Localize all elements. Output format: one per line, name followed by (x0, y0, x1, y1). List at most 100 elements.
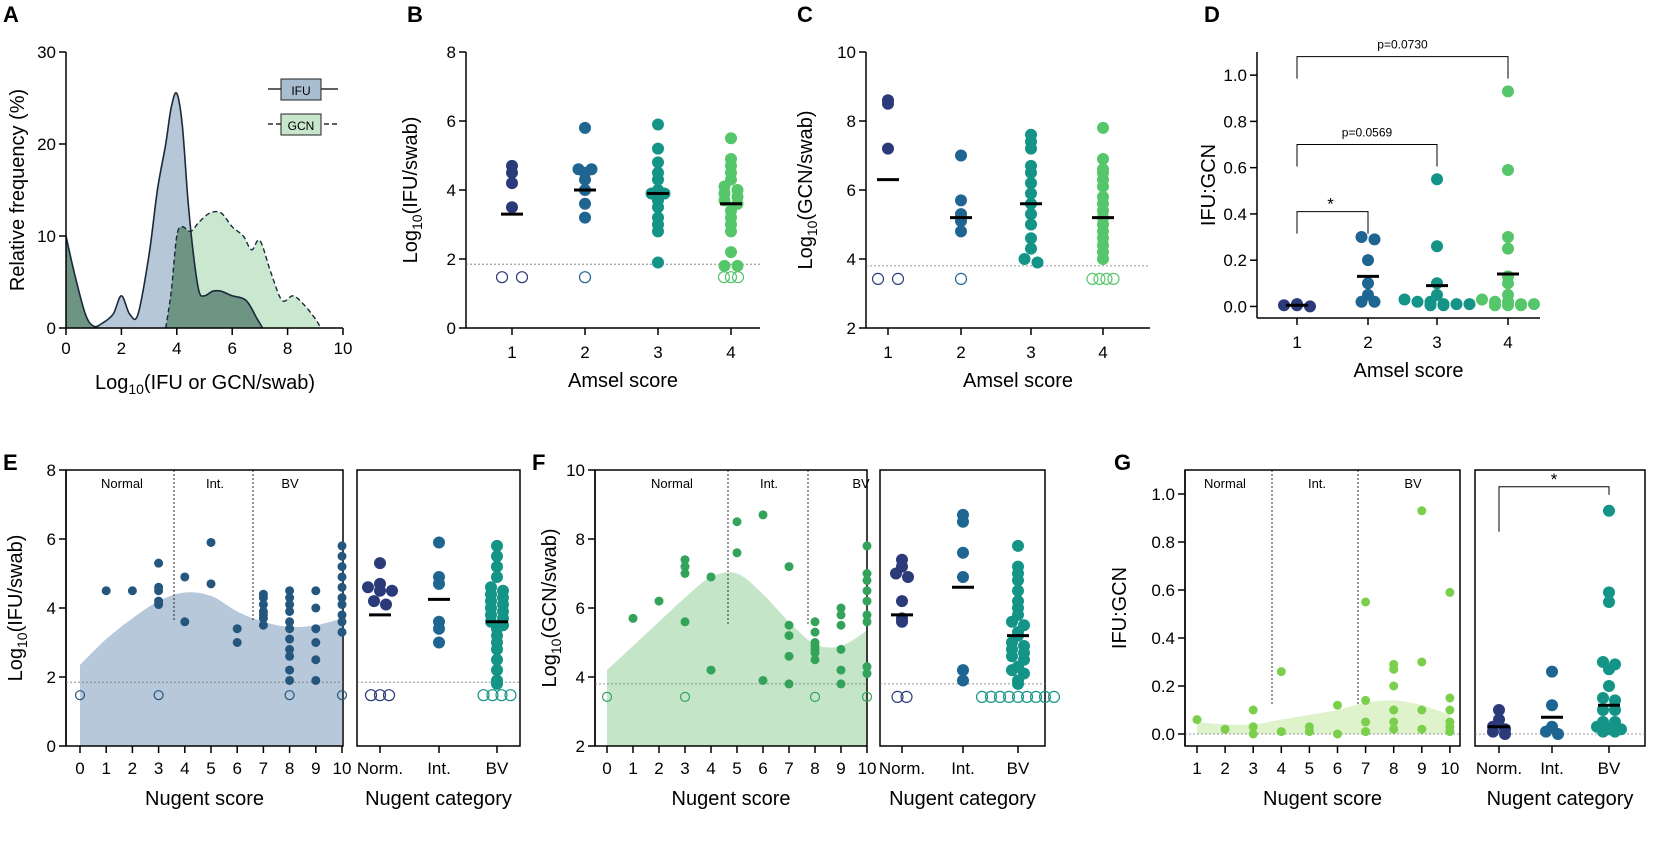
panel-E-region-label: Int. (206, 476, 224, 491)
panel-G-category-point (1609, 694, 1621, 707)
panel-D-label: D (1204, 2, 1220, 27)
panel-B-x-tick-label: 1 (507, 343, 516, 362)
panel-E-score-point (180, 572, 190, 582)
panel-E-category-point (491, 653, 503, 666)
panel-E-score-point (311, 586, 321, 596)
panel-E-x-tick-label: 0 (75, 759, 84, 778)
panel-E-score-point (337, 541, 347, 551)
panel-F-below-lod-point (679, 691, 691, 703)
panel-E-category-tick-label: Norm. (357, 759, 403, 778)
panel-E-score-point (311, 603, 321, 613)
panel-G-category-point (1540, 725, 1552, 738)
panel-G-category-point (1609, 704, 1621, 716)
panel-F-category-tick-label: BV (1007, 759, 1030, 778)
panel-C-y-tick-label: 8 (847, 112, 856, 131)
panel-E-category-point (491, 643, 503, 656)
panel-F-score-point (862, 596, 872, 606)
panel-E-score-point (285, 593, 295, 603)
panel-D-significance-label: p=0.0730 (1377, 38, 1428, 52)
panel-A-legend-ifu-label: IFU (291, 84, 310, 98)
panel-G-score-point (1333, 729, 1342, 739)
panel-G-significance-bracket (1498, 486, 1610, 532)
panel-D-point (1476, 293, 1488, 306)
panel-B-x-tick-label: 3 (653, 343, 662, 362)
panel-G-score-point (1248, 705, 1258, 715)
panel-E-score-point (127, 586, 137, 596)
panel-F-category-point (1006, 615, 1018, 628)
panel-C-below-lod-point (1107, 272, 1120, 285)
panel-F-score-point (680, 555, 690, 565)
panel-F-score-point (810, 648, 820, 658)
panel-G-category-point (1603, 663, 1615, 676)
panel-B-point (506, 201, 518, 214)
panel-F-score-point (784, 562, 794, 572)
panel-G-category-point (1552, 728, 1564, 740)
panel-G-score-point (1361, 717, 1371, 727)
panel-A-x-label: Log10(IFU or GCN/swab) (95, 372, 315, 397)
panel-F-score-point (862, 617, 872, 627)
panel-F-x-label-category: Nugent category (889, 788, 1036, 810)
panel-G-category-tick-label: Int. (1540, 759, 1564, 778)
panel-F-score-point (654, 596, 664, 606)
panel-C-point (882, 97, 894, 110)
panel-E-score-point (337, 593, 347, 603)
panel-E-below-lod-point (336, 690, 348, 701)
panel-E-x-tick-label: 10 (333, 759, 352, 778)
panel-F-density-area (607, 572, 867, 746)
panel-C-y-tick-label: 2 (847, 319, 856, 338)
panel-B-label: B (407, 2, 423, 27)
panel-E-score-point (337, 551, 347, 561)
panel-B-y-tick-label: 8 (447, 43, 456, 62)
panel-C-x-label: Amsel score (963, 370, 1073, 392)
panel-E-category-below-lod-point (486, 689, 499, 702)
panel-F-x-tick-label: 4 (706, 759, 715, 778)
panel-E-score-point (285, 665, 295, 675)
panel-C-point (1025, 232, 1037, 245)
panel-D-x-tick-label: 4 (1503, 333, 1512, 352)
panel-B-point (652, 118, 664, 131)
panel-F-x-tick-label: 1 (628, 759, 637, 778)
panel-E-category-point (368, 595, 380, 608)
panel-E-score-point (285, 600, 295, 610)
panel-G-x-tick-label: 3 (1248, 759, 1257, 778)
panel-E-score-point (258, 620, 268, 630)
panel-D-point (1528, 298, 1540, 311)
panel-E-score-point (311, 624, 321, 634)
panel-F-category-point (1006, 664, 1018, 677)
panel-F-category-below-lod-point (1038, 690, 1052, 704)
panel-E-category-below-lod-point (364, 689, 378, 702)
panel-F-category-point (1012, 677, 1024, 690)
panel-C-point (1025, 177, 1037, 190)
panel-E-x-tick-label: 2 (128, 759, 137, 778)
panel-G-category-point (1597, 704, 1609, 716)
panel-G-label: G (1114, 450, 1131, 475)
panel-G-score-point (1276, 727, 1286, 737)
panel-C-point (1031, 256, 1044, 269)
panel-G-score-point (1417, 705, 1427, 715)
panel-F-score-point (810, 627, 820, 637)
panel-E-category-point (433, 536, 445, 549)
panel-G-x-tick-label: 1 (1192, 759, 1201, 778)
panel-B-point (579, 121, 591, 134)
panel-E-score-point (285, 634, 295, 644)
panel-D-y-tick-label: 0.8 (1223, 112, 1247, 131)
panel-B-point (579, 173, 591, 186)
panel-D-y-tick-label: 0.0 (1223, 297, 1247, 316)
panel-G-category-tick-label: BV (1598, 759, 1621, 778)
panel-A-label: A (3, 2, 19, 27)
panel-C-point (1025, 187, 1037, 200)
panel-D-point (1502, 242, 1514, 255)
panel-E-score-point (206, 537, 216, 547)
panel-G-category-point (1493, 704, 1505, 716)
panel-F-score-point (784, 631, 794, 641)
panel-E-category-point (491, 570, 503, 583)
panel-F-score-point (784, 620, 794, 630)
panel-D-point (1355, 231, 1368, 244)
panel-G-x-tick-label: 7 (1361, 759, 1370, 778)
panel-G-x-tick-label: 9 (1417, 759, 1426, 778)
panel-G-score-point (1304, 727, 1314, 737)
panel-B-below-lod-point (717, 271, 731, 284)
panel-E-y-tick-label: 8 (47, 461, 56, 480)
panel-G-y-tick-label: 0.2 (1151, 677, 1175, 696)
panel-G-score-point (1445, 693, 1455, 703)
